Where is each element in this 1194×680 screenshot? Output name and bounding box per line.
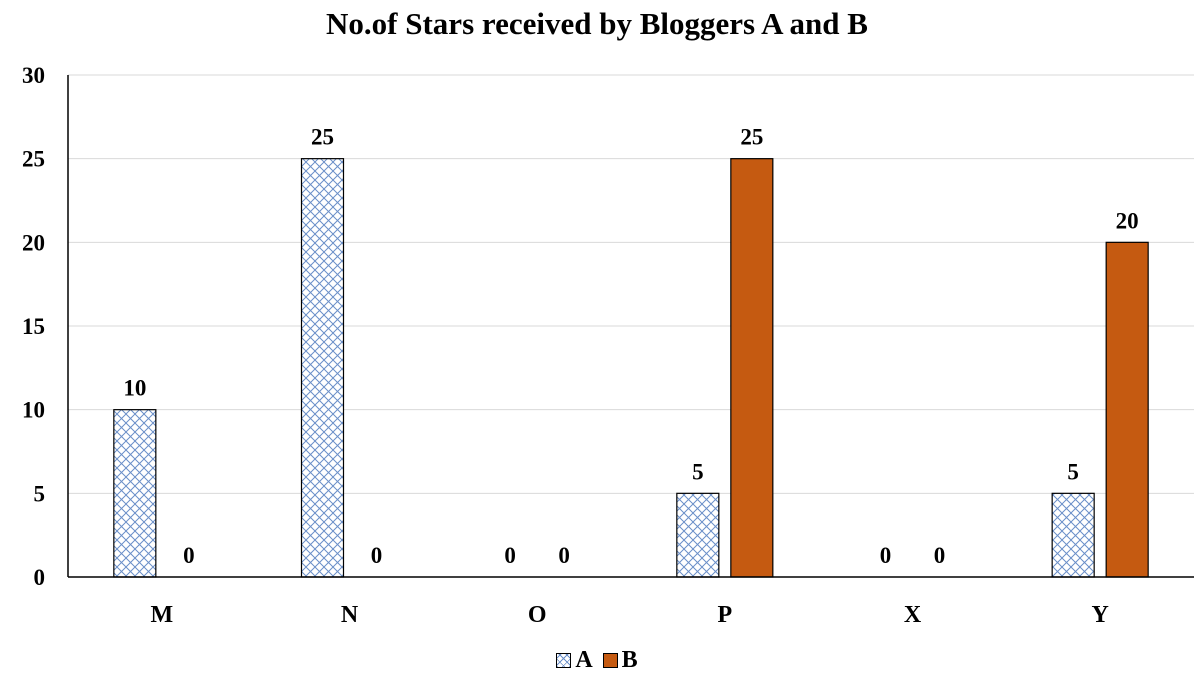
- bar-b-y: [1105, 241, 1149, 578]
- x-tick-label: X: [904, 602, 922, 628]
- x-tick-label: P: [717, 602, 732, 628]
- data-label-b-n: 0: [371, 543, 383, 568]
- bar-a-y: [1051, 492, 1095, 578]
- data-label-a-p: 5: [692, 459, 704, 484]
- legend-item-b: B: [602, 647, 638, 674]
- y-tick-label: 5: [34, 481, 46, 506]
- x-tick-label: O: [528, 602, 547, 628]
- data-label-b-y: 20: [1116, 208, 1139, 233]
- x-tick-label: M: [151, 602, 174, 628]
- bar-b-p: [730, 158, 774, 578]
- data-label-a-x: 0: [880, 543, 892, 568]
- y-tick-label: 10: [22, 398, 45, 423]
- data-label-b-o: 0: [558, 543, 570, 568]
- data-label-a-y: 5: [1067, 459, 1079, 484]
- bar-a-m: [113, 409, 157, 578]
- legend-swatch-b: [602, 653, 618, 668]
- x-tick-label: N: [341, 602, 359, 628]
- legend-item-a: A: [556, 647, 593, 674]
- bars: [113, 158, 1149, 578]
- data-label-b-x: 0: [934, 543, 946, 568]
- data-label-a-n: 25: [311, 125, 334, 150]
- y-tick-label: 15: [22, 314, 45, 339]
- data-label-a-o: 0: [504, 543, 516, 568]
- bar-a-p: [676, 492, 720, 578]
- y-tick-label: 20: [22, 230, 45, 255]
- y-tick-label: 0: [34, 565, 46, 590]
- bar-chart: 0 5 10 15 20 25 30 10 0 25 0 0 0 5 25 0 0 5 20 M N O P X Y: [22, 63, 1194, 628]
- data-labels: 10 0 25 0 0 0 5 25 0 0 5 20: [123, 125, 1138, 568]
- bar-a-n: [300, 158, 345, 578]
- data-label-b-m: 0: [183, 543, 195, 568]
- y-tick-label: 30: [22, 63, 45, 88]
- y-tick-label: 25: [22, 147, 45, 172]
- legend-label-b: B: [621, 647, 638, 673]
- data-label-a-m: 10: [123, 376, 146, 401]
- chart-title: No.of Stars received by Bloggers A and B: [326, 6, 868, 41]
- legend: A B: [0, 647, 1194, 674]
- gridlines: [68, 74, 1194, 494]
- y-axis-ticks: 0 5 10 15 20 25 30: [22, 63, 45, 590]
- data-label-b-p: 25: [740, 125, 763, 150]
- x-tick-label: Y: [1091, 602, 1108, 628]
- legend-swatch-a: [556, 653, 572, 668]
- legend-label-a: A: [575, 647, 593, 673]
